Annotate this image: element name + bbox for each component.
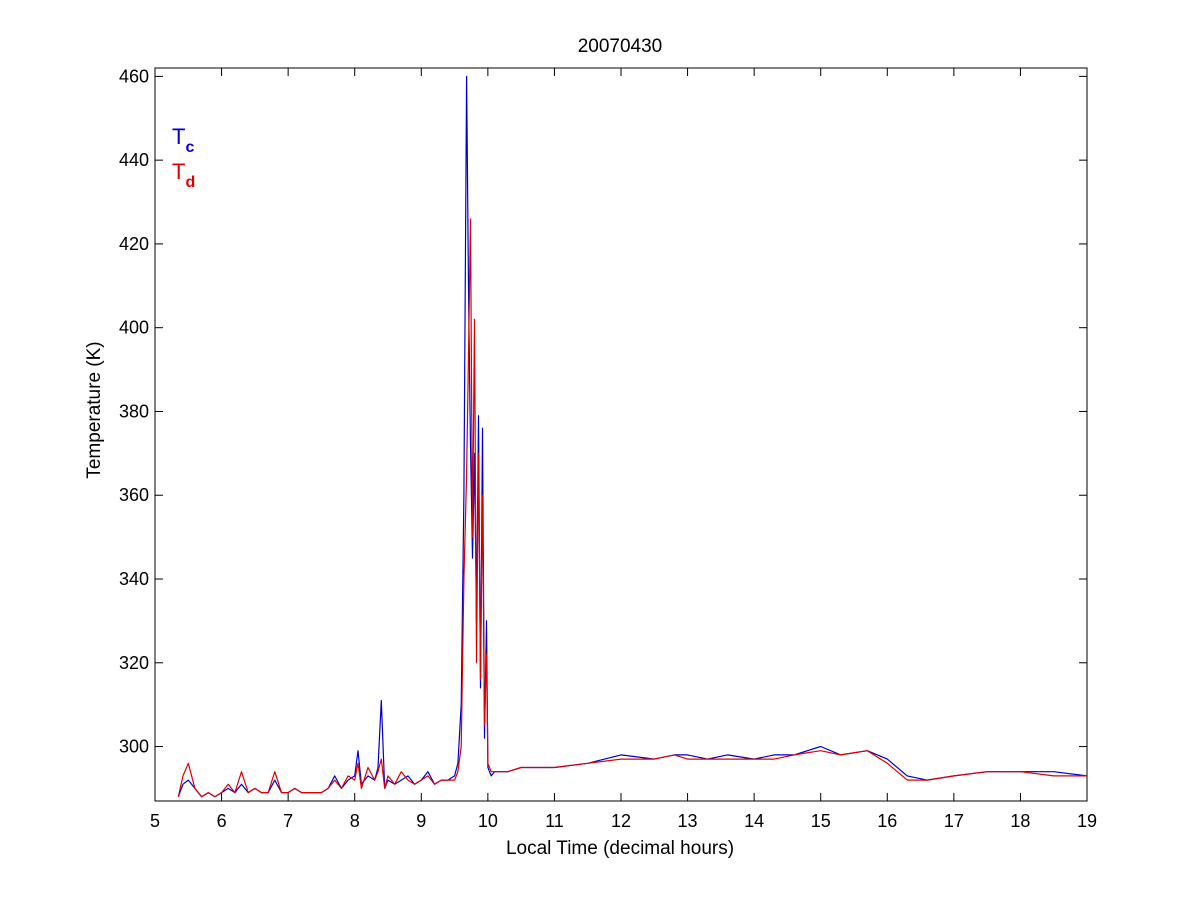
x-tick-label: 17 [944, 811, 964, 831]
y-axis-label: Temperature (K) [84, 341, 105, 478]
legend-entry-1: Td [172, 159, 195, 191]
y-tick-label: 340 [119, 569, 149, 589]
x-tick-label: 18 [1010, 811, 1030, 831]
y-tick-label: 460 [119, 66, 149, 86]
x-tick-label: 10 [478, 811, 498, 831]
x-tick-label: 16 [877, 811, 897, 831]
y-tick-label: 400 [119, 318, 149, 338]
x-tick-label: 8 [350, 811, 360, 831]
x-tick-label: 13 [678, 811, 698, 831]
x-tick-label: 6 [217, 811, 227, 831]
y-tick-label: 360 [119, 485, 149, 505]
plot-series [177, 75, 1088, 798]
legend-entry-main: T [172, 124, 185, 149]
x-tick-label: 11 [545, 811, 564, 831]
legend-entry-0: Tc [172, 124, 194, 156]
x-tick-label: 12 [611, 811, 631, 831]
y-tick-label: 440 [119, 150, 149, 170]
legend-entry-subscript: d [185, 174, 195, 191]
legend-entry-main: T [172, 159, 185, 184]
x-tick-label: 19 [1077, 811, 1097, 831]
series-line-1 [177, 218, 1087, 798]
x-tick-label: 5 [150, 811, 160, 831]
y-axis: 300 320 340 360 380 400 420 440 460 [119, 66, 1087, 757]
chart-title: 20070430 [578, 36, 663, 57]
y-tick-label: 300 [119, 737, 149, 757]
y-tick-label: 420 [119, 234, 149, 254]
x-tick-label: 9 [416, 811, 426, 831]
x-tick-label: 7 [283, 811, 293, 831]
y-tick-label: 380 [119, 401, 149, 421]
x-axis-label: Local Time (decimal hours) [506, 838, 734, 859]
x-tick-label: 15 [811, 811, 831, 831]
x-axis: 5 6 7 8 9 10 11 12 13 14 15 16 17 18 19 [150, 68, 1097, 831]
legend-entry-subscript: c [185, 139, 194, 156]
y-tick-label: 320 [119, 653, 149, 673]
x-tick-label: 14 [744, 811, 764, 831]
